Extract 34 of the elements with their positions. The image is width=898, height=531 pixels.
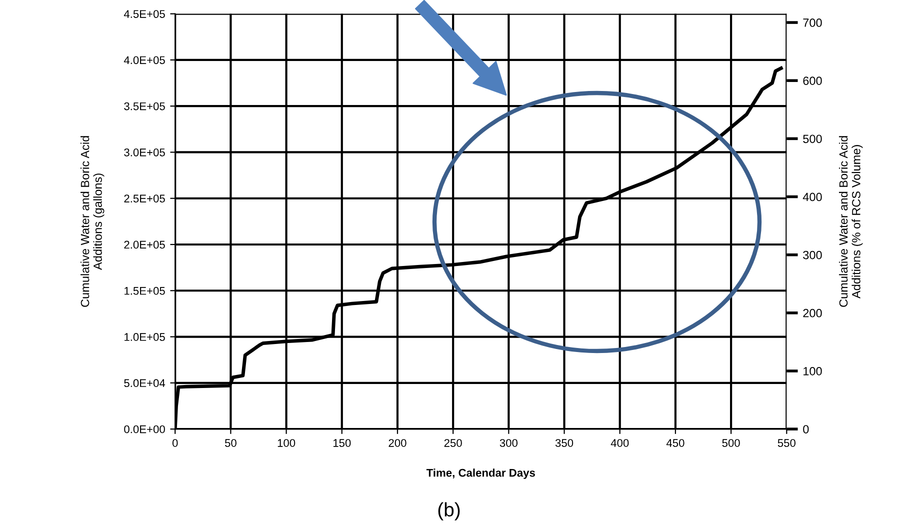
x-tick-label: 300 [500,439,518,447]
x-tick-label: 100 [278,439,296,447]
y-tick-label: 0.0E+00 [124,425,165,434]
y-tick-label: 5.0E+04 [124,379,166,388]
x-tick-label: 50 [224,439,236,447]
y-tick-label: 3.5E+05 [124,102,165,110]
x-tick-label: 500 [722,439,740,447]
x-tick-label: 400 [610,439,629,447]
y-tick-label: 3.0E+05 [124,148,165,156]
x-tick-label: 550 [778,439,796,447]
y-tick-label: 4.5E+05 [124,10,165,18]
y2-tick-label: 500 [803,134,822,144]
text: (b) [438,502,460,520]
y-tick-label: 1.0E+05 [124,333,165,341]
x-tick-label: 450 [666,439,684,447]
y-tick-label: 2.5E+05 [124,194,165,202]
y2-tick-label: 600 [803,76,822,85]
x-axis-title: Time, Calendar Days [426,468,535,479]
y2-tick-label: 400 [802,192,822,202]
y-tick-label: 4.0E+05 [124,56,165,64]
y2-tick-label: 100 [804,367,822,376]
x-tick-label: 250 [444,439,462,447]
y-axis-title: Cumulative Water and Boric Acid Additions (gallons) [80,136,104,307]
y2-tick-label: 700 [803,18,822,27]
y2-axis-title: Cumulative Water and Boric Acid Additions (% of RCS Volume) [838,136,863,307]
x-tick-label: 200 [388,439,406,447]
y2-tick-label: 300 [803,250,822,260]
y2-tick-label: 200 [803,308,822,318]
x-tick-label: 150 [333,439,351,447]
y-tick-label: 2.0E+05 [124,240,165,249]
x-tick-label: 350 [555,439,574,447]
y2-tick-label: 0 [803,425,809,434]
y-tick-label: 1.5E+05 [124,286,165,295]
x-tick-label: 0 [172,439,178,447]
